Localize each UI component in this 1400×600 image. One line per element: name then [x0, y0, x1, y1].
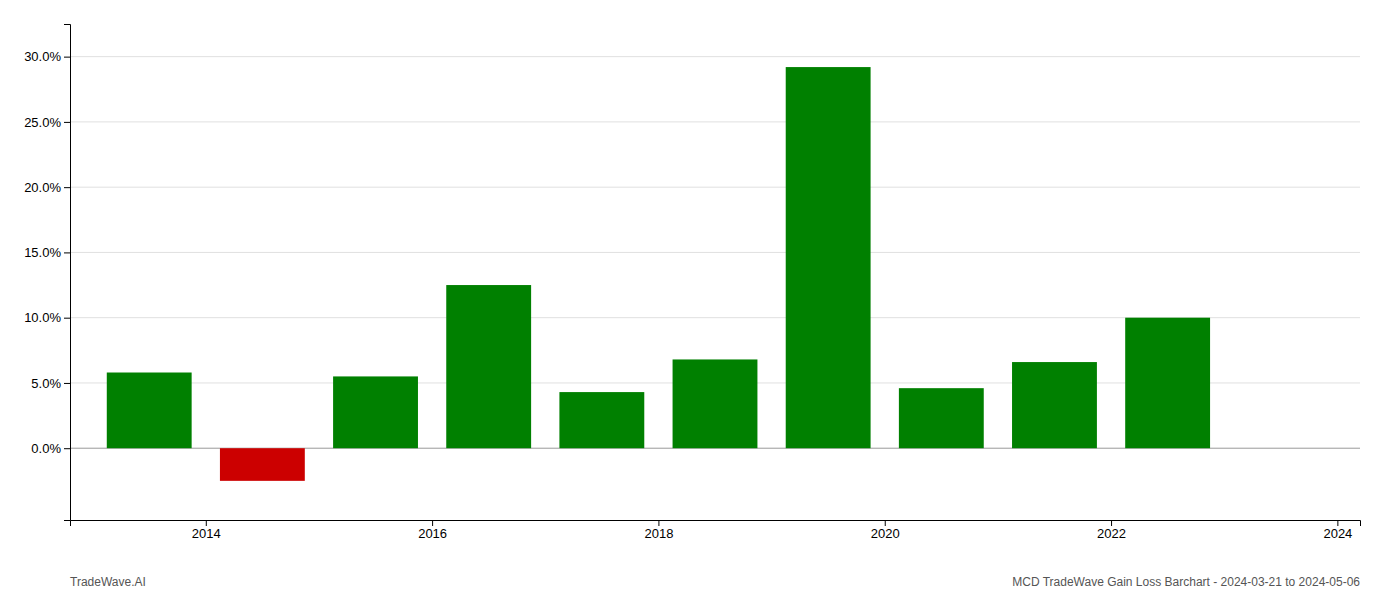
x-tick-label: 2022 — [1097, 526, 1126, 541]
x-tick-label: 2016 — [418, 526, 447, 541]
y-tick-mark — [64, 122, 70, 123]
bar — [899, 388, 984, 448]
grid-line — [70, 121, 1360, 122]
x-tick-label: 2024 — [1323, 526, 1352, 541]
annotations: TradeWave.AI MCD TradeWave Gain Loss Barc… — [70, 575, 1360, 589]
y-tick: 5.0% — [31, 376, 70, 391]
grid-line — [70, 252, 1360, 253]
y-tick: 25.0% — [24, 115, 70, 130]
y-tick: 15.0% — [24, 245, 70, 260]
y-tick-label: 15.0% — [24, 245, 61, 260]
grid-line — [70, 187, 1360, 188]
x-tick: 2016 — [418, 520, 447, 541]
y-tick-mark — [64, 187, 70, 188]
x-tick: 2024 — [1323, 520, 1352, 541]
x-tick: 2022 — [1097, 520, 1126, 541]
x-tick: 2018 — [644, 520, 673, 541]
x-tick-mark — [885, 520, 886, 526]
x-tick-mark — [658, 520, 659, 526]
y-axis: 0.0% 5.0% 10.0% 15.0% 20.0% 25.0% 30.0% — [24, 25, 70, 521]
bar — [333, 376, 418, 448]
x-tick: 2020 — [871, 520, 900, 541]
y-tick: 10.0% — [24, 310, 70, 325]
bar — [1012, 362, 1097, 448]
bar — [559, 392, 644, 448]
bar — [220, 448, 305, 481]
y-tick-label: 20.0% — [24, 180, 61, 195]
y-tick-label: 25.0% — [24, 115, 61, 130]
x-tick-mark — [1337, 520, 1338, 526]
chart-container: 2014 2016 2018 2020 2022 2024 0.0% 5.0% 10.0% 15.… — [0, 0, 1400, 600]
y-tick-mark — [64, 448, 70, 449]
y-tick-label: 10.0% — [24, 310, 61, 325]
bar — [107, 373, 192, 449]
bar — [1125, 318, 1210, 449]
footer-text: MCD TradeWave Gain Loss Barchart - 2024-… — [1012, 575, 1360, 589]
y-tick-mark — [64, 252, 70, 253]
y-tick-mark — [64, 383, 70, 384]
x-tick-mark — [206, 520, 207, 526]
x-tick-label: 2014 — [192, 526, 221, 541]
bar — [673, 359, 758, 448]
grid — [70, 57, 1360, 449]
y-tick: 20.0% — [24, 180, 70, 195]
y-axis-line — [64, 25, 71, 521]
y-tick-mark — [64, 318, 70, 319]
x-tick: 2014 — [192, 520, 221, 541]
bar — [786, 67, 871, 448]
bar — [446, 285, 531, 448]
bars — [107, 67, 1210, 481]
x-tick-label: 2020 — [871, 526, 900, 541]
x-axis-line — [71, 521, 1361, 527]
y-tick: 30.0% — [24, 49, 70, 64]
x-tick-mark — [432, 520, 433, 526]
y-tick-mark — [64, 57, 70, 58]
y-tick-label: 0.0% — [31, 441, 61, 456]
x-tick-label: 2018 — [644, 526, 673, 541]
chart-svg: 2014 2016 2018 2020 2022 2024 0.0% 5.0% 10.0% 15.… — [0, 0, 1400, 600]
y-tick-label: 5.0% — [31, 376, 61, 391]
y-tick: 0.0% — [31, 441, 70, 456]
x-tick-mark — [1111, 520, 1112, 526]
x-axis: 2014 2016 2018 2020 2022 2024 — [71, 520, 1361, 541]
y-tick-label: 30.0% — [24, 49, 61, 64]
footer-text: TradeWave.AI — [70, 575, 146, 589]
grid-line — [70, 56, 1360, 57]
plot: 2014 2016 2018 2020 2022 2024 0.0% 5.0% 10.0% 15.… — [24, 25, 1360, 542]
